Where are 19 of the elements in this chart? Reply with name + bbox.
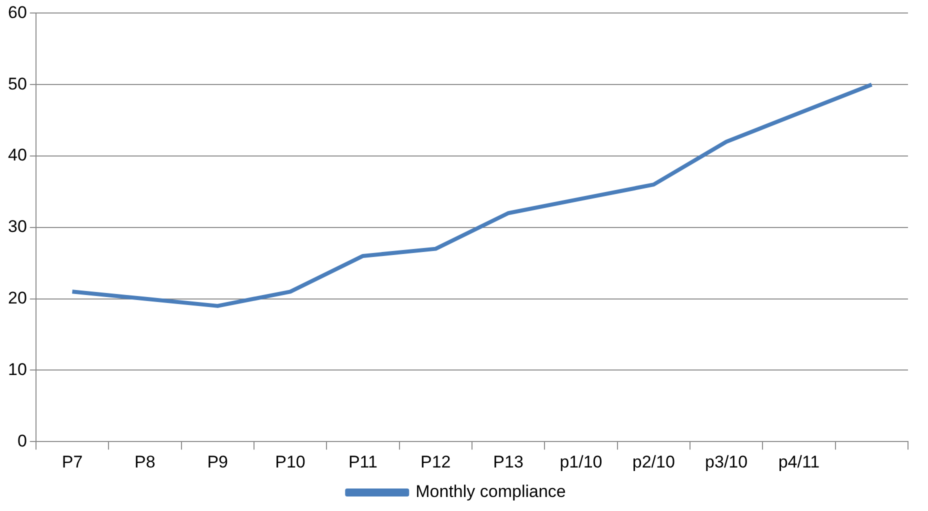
x-tick-label: P12 — [420, 452, 451, 472]
x-tick-label: P11 — [348, 452, 378, 472]
x-tick-label: P9 — [207, 452, 228, 472]
y-tick-label: 40 — [8, 146, 27, 165]
x-tick-label: P8 — [134, 452, 156, 472]
legend-label: Monthly compliance — [416, 482, 566, 502]
y-tick-label: 0 — [17, 431, 27, 450]
x-tick-label: P13 — [493, 452, 524, 472]
y-tick-label: 30 — [8, 217, 27, 236]
x-tick-label: p2/10 — [632, 452, 675, 472]
y-tick-label: 60 — [8, 2, 27, 22]
x-tick-label: P7 — [62, 452, 83, 472]
x-tick-label: P10 — [275, 452, 306, 472]
x-tick-label: p3/10 — [705, 452, 748, 472]
y-tick-label: 10 — [8, 360, 27, 379]
x-tick-label: p1/10 — [560, 452, 602, 472]
y-tick-label: 50 — [8, 74, 27, 94]
x-tick-label: p4/11 — [778, 452, 820, 472]
y-tick-label: 20 — [8, 288, 27, 308]
